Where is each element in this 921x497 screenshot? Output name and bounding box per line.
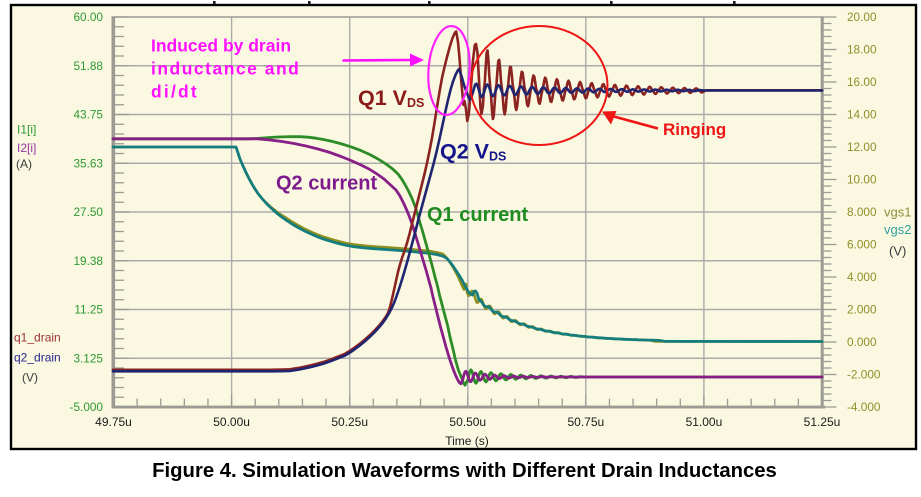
svg-text:35.63: 35.63 bbox=[73, 156, 103, 170]
svg-text:vgs2: vgs2 bbox=[884, 222, 911, 237]
svg-text:vgs1: vgs1 bbox=[884, 205, 911, 220]
svg-text:(V): (V) bbox=[889, 244, 906, 259]
svg-text:51.88: 51.88 bbox=[73, 59, 103, 73]
svg-text:Q1 VDS: Q1 VDS bbox=[358, 86, 424, 110]
svg-text:q2_drain: q2_drain bbox=[14, 351, 61, 365]
svg-text:8.000: 8.000 bbox=[847, 205, 877, 219]
svg-text:Q2 current: Q2 current bbox=[276, 173, 377, 195]
svg-text:3.125: 3.125 bbox=[73, 351, 103, 365]
svg-text:10.00: 10.00 bbox=[847, 173, 877, 187]
svg-text:0.000: 0.000 bbox=[847, 335, 877, 349]
svg-text:16.00: 16.00 bbox=[847, 75, 877, 89]
svg-text:2.000: 2.000 bbox=[847, 303, 877, 317]
svg-text:27.50: 27.50 bbox=[73, 205, 103, 219]
svg-text:60.00: 60.00 bbox=[73, 10, 103, 24]
svg-text:-5.000: -5.000 bbox=[70, 400, 104, 414]
svg-text:49.75u: 49.75u bbox=[95, 415, 132, 429]
svg-text:51.25u: 51.25u bbox=[804, 415, 841, 429]
svg-text:(V): (V) bbox=[22, 371, 38, 385]
svg-text:-4.000: -4.000 bbox=[847, 400, 881, 414]
svg-text:50.25u: 50.25u bbox=[331, 415, 368, 429]
svg-text:Induced by drain: Induced by drain bbox=[151, 36, 291, 56]
svg-text:50.00u: 50.00u bbox=[213, 415, 250, 429]
svg-text:14.00: 14.00 bbox=[847, 108, 877, 122]
svg-text:6.000: 6.000 bbox=[847, 238, 877, 252]
svg-text:I2[i]: I2[i] bbox=[17, 141, 36, 155]
svg-text:12.00: 12.00 bbox=[847, 140, 877, 154]
svg-text:I1[i]: I1[i] bbox=[17, 123, 36, 137]
svg-text:Q1 current: Q1 current bbox=[427, 204, 528, 226]
svg-text:(A): (A) bbox=[16, 157, 32, 171]
svg-text:q1_drain: q1_drain bbox=[14, 331, 61, 345]
svg-text:inductance and: inductance and bbox=[151, 59, 300, 79]
svg-text:11.25: 11.25 bbox=[74, 303, 103, 317]
svg-text:18.00: 18.00 bbox=[847, 43, 877, 57]
svg-text:Ringing: Ringing bbox=[663, 120, 726, 139]
svg-text:50.50u: 50.50u bbox=[449, 415, 486, 429]
svg-text:-2.000: -2.000 bbox=[847, 368, 881, 382]
svg-text:19.38: 19.38 bbox=[73, 254, 103, 268]
svg-text:50.75u: 50.75u bbox=[567, 415, 604, 429]
svg-text:Time (s): Time (s) bbox=[445, 434, 489, 448]
svg-text:4.000: 4.000 bbox=[847, 270, 877, 284]
svg-text:51.00u: 51.00u bbox=[686, 415, 723, 429]
svg-text:di/dt: di/dt bbox=[151, 82, 199, 102]
svg-text:43.75: 43.75 bbox=[73, 108, 103, 122]
svg-text:20.00: 20.00 bbox=[847, 10, 877, 24]
